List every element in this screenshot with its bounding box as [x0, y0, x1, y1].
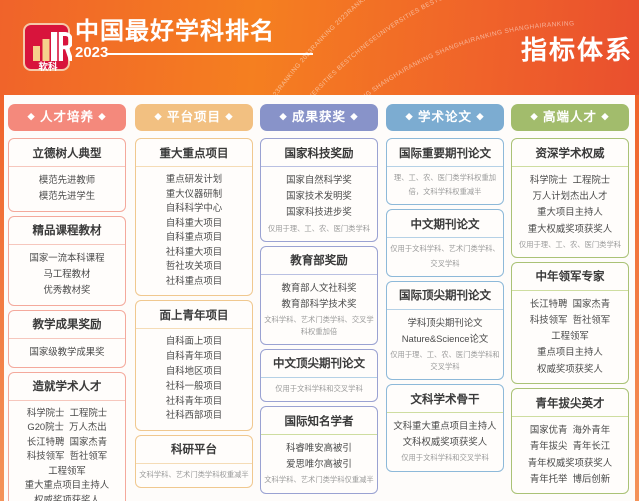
svg-text:软科: 软科	[38, 61, 58, 73]
